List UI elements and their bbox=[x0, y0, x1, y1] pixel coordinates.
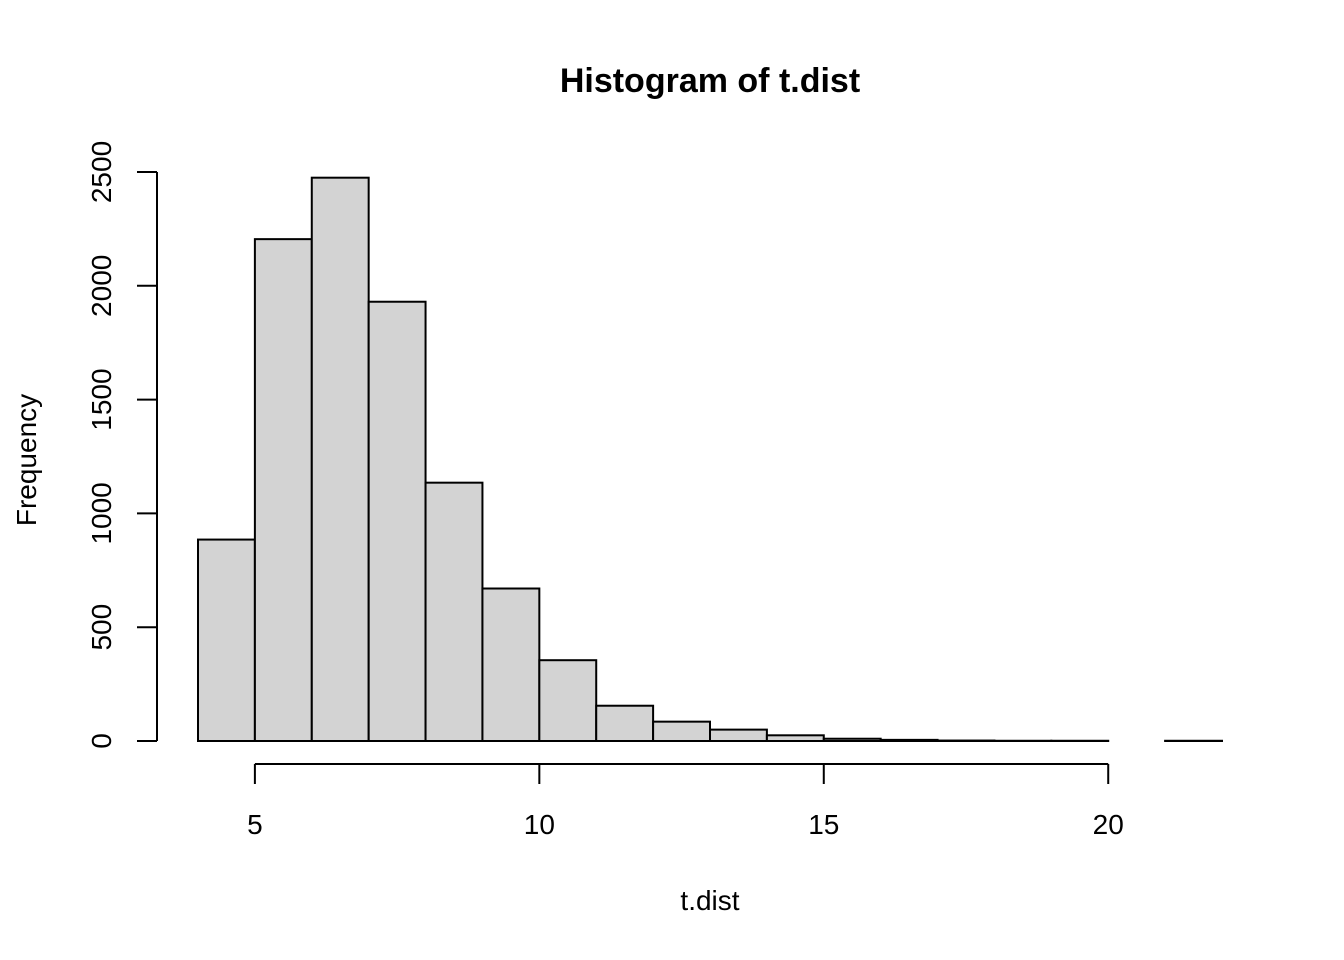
y-tick-label: 0 bbox=[86, 733, 117, 749]
histogram-bar bbox=[822, 737, 882, 742]
histogram-bar bbox=[424, 481, 484, 742]
y-tick-label: 2000 bbox=[86, 255, 117, 317]
histogram-bar bbox=[481, 587, 541, 742]
histogram-bar bbox=[197, 538, 256, 742]
y-axis: 0 500 1000 1500 2000 2500 bbox=[86, 141, 158, 749]
y-tick-label: 2500 bbox=[86, 141, 117, 203]
histogram-bar bbox=[652, 720, 711, 742]
y-tick-label: 500 bbox=[86, 604, 117, 651]
x-tick-label: 15 bbox=[808, 809, 839, 840]
y-axis-label: Frequency bbox=[11, 394, 42, 526]
histogram-bar bbox=[310, 176, 370, 742]
y-tick-label: 1000 bbox=[86, 482, 117, 544]
y-tick-label: 1500 bbox=[86, 368, 117, 430]
histogram-bar bbox=[709, 728, 768, 742]
histogram-bar bbox=[765, 734, 825, 742]
x-tick-label: 20 bbox=[1093, 809, 1124, 840]
histogram-bar bbox=[367, 300, 427, 742]
x-tick-label: 10 bbox=[524, 809, 555, 840]
x-tick-label: 5 bbox=[247, 809, 263, 840]
histogram-bar bbox=[538, 659, 598, 743]
chart-title: Histogram of t.dist bbox=[560, 62, 860, 100]
histogram-bar bbox=[595, 704, 655, 742]
bars-group bbox=[197, 176, 1223, 743]
histogram-bar bbox=[879, 738, 939, 742]
histogram-bar bbox=[253, 238, 313, 742]
x-axis-label: t.dist bbox=[680, 885, 739, 916]
x-axis: 5 10 15 20 bbox=[247, 763, 1124, 840]
